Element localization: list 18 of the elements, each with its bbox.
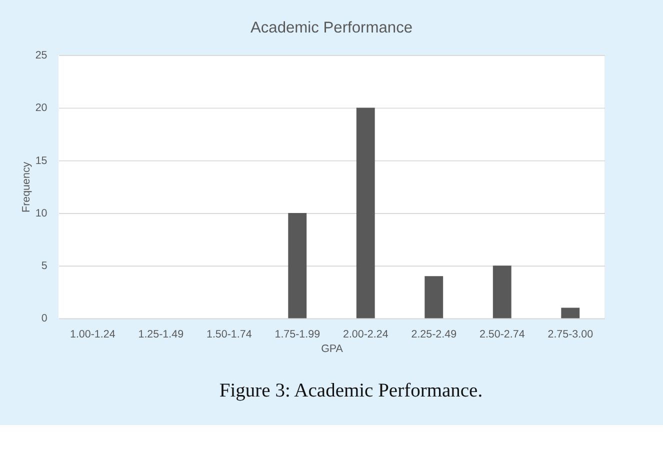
x-tick-label: 1.75-1.99	[274, 328, 320, 340]
y-tick-label: 15	[35, 154, 48, 167]
caption: Figure 3: Academic Performance.	[219, 380, 483, 402]
x-tick-label: 1.50-1.74	[206, 328, 252, 340]
y-tick-label: 0	[41, 312, 48, 325]
y-axis-title: Frequency	[20, 161, 33, 212]
x-tick-label: 1.25-1.49	[138, 328, 184, 340]
x-tick-label: 2.75-3.00	[548, 328, 594, 340]
x-tick-label: 2.00-2.24	[342, 328, 388, 340]
x-tick-label: 2.25-2.49	[411, 328, 457, 340]
y-tick-label: 25	[35, 49, 48, 62]
chart-title: Academic Performance	[250, 20, 413, 37]
x-tick-label: 1.00-1.24	[70, 328, 116, 340]
x-tick-label: 2.50-2.74	[479, 328, 525, 340]
y-tick-label: 5	[41, 260, 48, 272]
y-tick-label: 10	[35, 207, 48, 220]
x-axis-title: GPA	[321, 342, 344, 355]
y-tick-label: 20	[35, 102, 48, 114]
